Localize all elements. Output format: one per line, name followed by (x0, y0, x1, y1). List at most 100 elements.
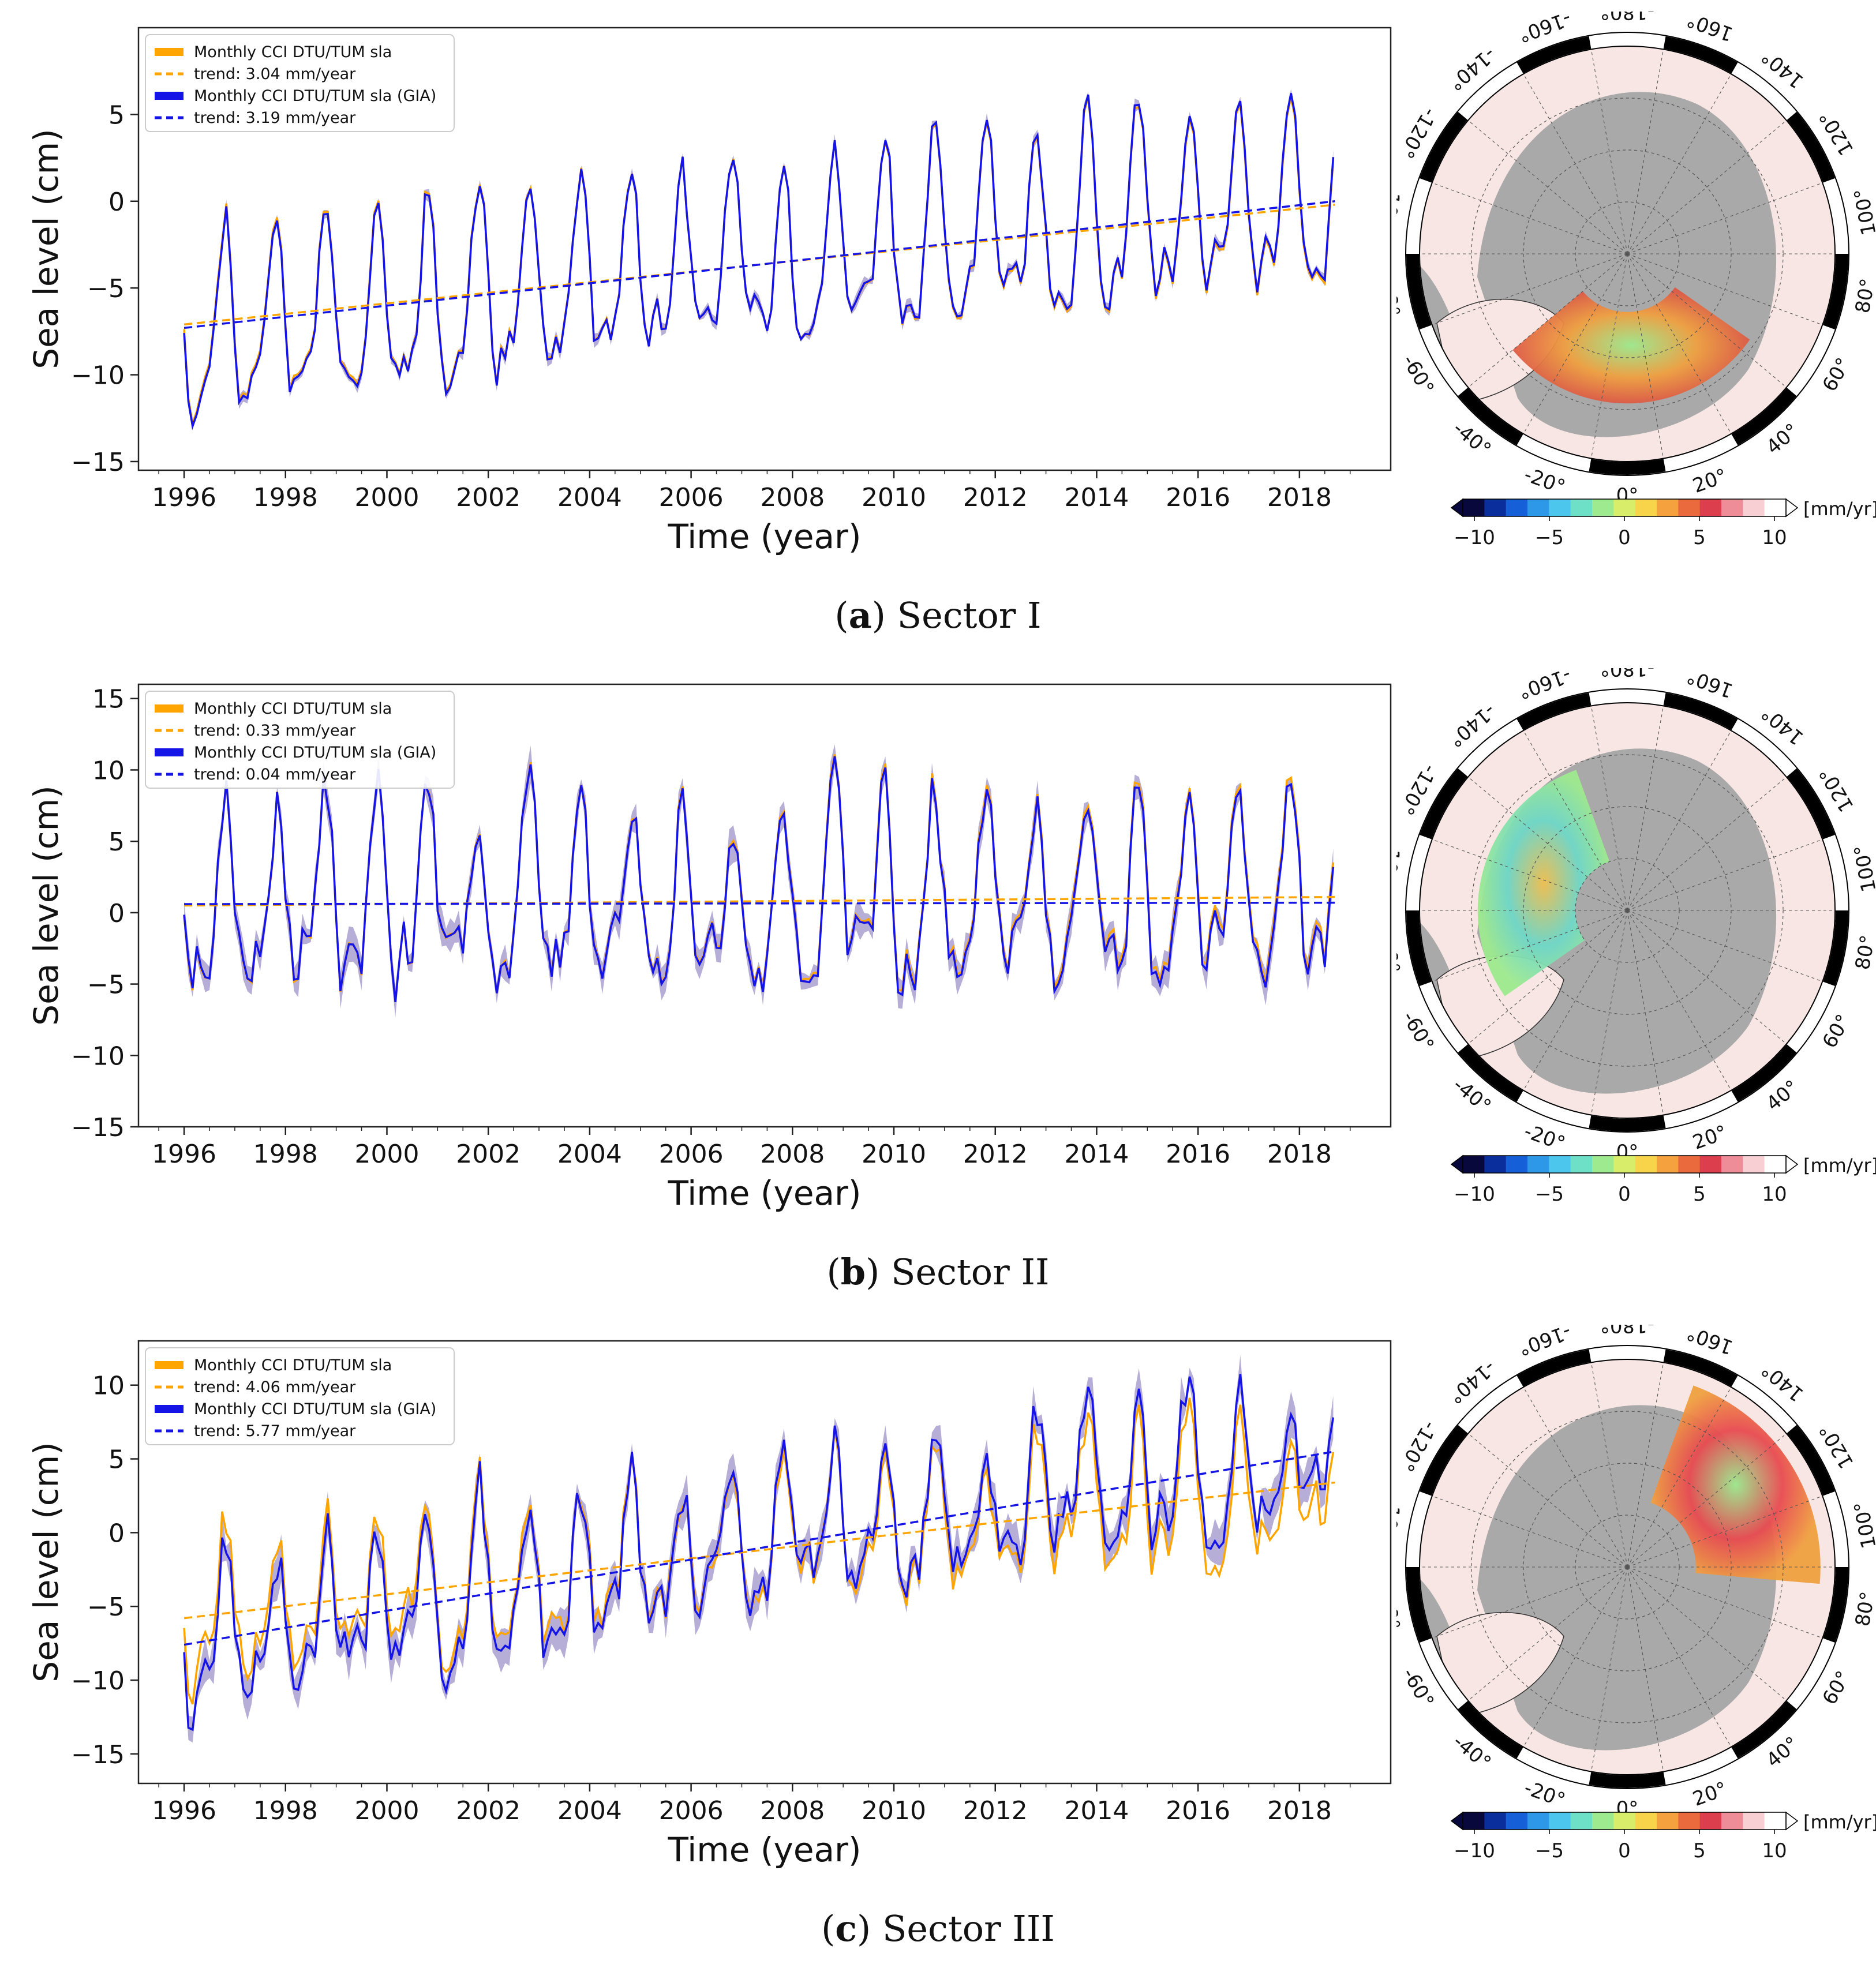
longitude-label: 60° (1818, 1010, 1855, 1052)
x-tick-label: 1998 (253, 1796, 318, 1826)
longitude-label: -180° (1600, 1325, 1654, 1337)
legend-label: Monthly CCI DTU/TUM sla (GIA) (194, 744, 436, 762)
colorbar-cell (1506, 1812, 1528, 1830)
colorbar-cell (1721, 499, 1743, 516)
y-tick-label: 5 (108, 100, 125, 130)
colorbar-cell (1570, 1156, 1593, 1173)
frame-segment (1663, 1349, 1738, 1387)
x-tick-label: 2016 (1166, 1140, 1230, 1169)
trend-line-sla-gia (184, 200, 1335, 329)
legend-label: Monthly CCI DTU/TUM sla (194, 43, 392, 61)
longitude-label: 60° (1818, 1667, 1855, 1708)
polar-map-c: -160° -180°-140°-120°-100°-80°-60°-40°-20… (1396, 1325, 1876, 1862)
x-tick-label: 2006 (659, 1796, 724, 1826)
x-tick-label: 1998 (253, 483, 318, 512)
colorbar-unit: [mm/yr] (1803, 1811, 1876, 1833)
frame-segment (1406, 910, 1432, 986)
colorbar-cell (1743, 499, 1765, 516)
frame-segment (1516, 36, 1592, 74)
colorbar-cell (1657, 1812, 1679, 1830)
x-tick-label: 2012 (963, 1796, 1028, 1826)
y-tick-label: −10 (71, 361, 125, 391)
y-tick-label: −10 (71, 1041, 125, 1071)
frame-outer (1405, 32, 1849, 476)
colorbar-tick-label: −10 (1454, 526, 1495, 549)
longitude-label: 20° (1690, 1778, 1730, 1811)
longitude-label: -80° (1396, 273, 1404, 318)
colorbar-cell (1699, 1156, 1722, 1173)
longitude-label: -20° (1521, 1120, 1568, 1156)
longitude-line (1523, 73, 1628, 254)
legend-label: Monthly CCI DTU/TUM sla (194, 700, 392, 718)
longitude-label: 160° (1684, 668, 1736, 702)
colorbar-extend-low (1450, 1155, 1463, 1174)
legend-label: Monthly CCI DTU/TUM sla (194, 1356, 392, 1374)
frame-segment (1663, 692, 1738, 730)
trend-line-sla-gia (184, 901, 1335, 905)
frame-segment (1589, 459, 1666, 475)
legend-label: Monthly CCI DTU/TUM sla (GIA) (194, 1400, 436, 1418)
frame-inner (1419, 1359, 1836, 1775)
sector-region (1512, 287, 1750, 404)
colorbar-cell (1613, 1812, 1636, 1830)
y-tick-label: 10 (92, 756, 125, 785)
y-axis-label: Sea level (cm) (27, 785, 66, 1025)
longitude-line (1627, 253, 1732, 434)
sector-region (1477, 770, 1610, 996)
longitude-label: -100° (1396, 839, 1405, 897)
colorbar-cell (1549, 1812, 1571, 1830)
longitude-label: 80° (1851, 934, 1876, 972)
x-tick-label: 2016 (1166, 483, 1230, 512)
legend-box (145, 1347, 455, 1445)
colorbar-cell (1463, 499, 1485, 516)
longitude-label: 20° (1690, 464, 1730, 498)
greenland-land (1436, 955, 1564, 1061)
frame-segment (1823, 910, 1848, 986)
colorbar-cell (1721, 1156, 1743, 1173)
x-axis-label: Time (year) (667, 1830, 861, 1869)
frame-segment (1823, 1566, 1848, 1643)
frame-segment (1823, 253, 1848, 329)
x-tick-label: 2010 (862, 1140, 926, 1169)
colorbar-unit: [mm/yr] (1803, 498, 1876, 520)
greenland-land (1436, 1611, 1564, 1718)
frame-segment (1731, 387, 1797, 445)
legend-label: trend: 4.06 mm/year (194, 1378, 356, 1396)
time-series-chart-a: −15 −10 −5 0 5 1996 1998 2000 2002 2004 2006 2008 20… (27, 27, 1392, 556)
colorbar-tick-label: 5 (1693, 1183, 1706, 1206)
frame-segment (1420, 111, 1468, 183)
longitude-line (1590, 706, 1628, 911)
x-tick-label: 2012 (963, 483, 1028, 512)
colorbar-unit: [mm/yr] (1803, 1155, 1876, 1176)
panel-c: −15 −10 −5 0 5 10 1996 1998 2000 2002 2004 2006 2008… (0, 1313, 1876, 1959)
x-tick-label: 2000 (354, 1140, 419, 1169)
frame-segment (1458, 387, 1523, 445)
colorbar-cell (1635, 499, 1657, 516)
x-tick-label: 2008 (760, 483, 825, 512)
colorbar-cell (1570, 1812, 1593, 1830)
x-tick-label: 2006 (659, 483, 724, 512)
colorbar-cell (1463, 1812, 1485, 1830)
sector-region (1650, 1385, 1821, 1584)
frame-segment (1663, 36, 1738, 74)
colorbar-tick-label: 10 (1762, 1183, 1787, 1206)
series-sla-gia-line (183, 756, 1335, 1003)
longitude-line (1627, 49, 1664, 254)
x-tick-label: 2002 (456, 483, 521, 512)
caption-b: (b) Sector II (826, 1251, 1050, 1293)
x-tick-label: 2018 (1267, 1796, 1332, 1826)
colorbar-cell (1678, 1156, 1701, 1173)
longitude-line (1590, 49, 1628, 254)
y-tick-label: −5 (87, 274, 125, 303)
colorbar-tick-label: −10 (1454, 1183, 1495, 1206)
longitude-label: 160° (1684, 1325, 1736, 1359)
colorbar-cell (1549, 1156, 1571, 1173)
legend-label: trend: 0.33 mm/year (194, 722, 356, 740)
y-axis-label: Sea level (cm) (27, 129, 66, 369)
time-series-chart-c: −15 −10 −5 0 5 10 1996 1998 2000 2002 2004 2006 2008… (27, 1340, 1392, 1869)
longitude-label: -20° (1521, 1776, 1568, 1812)
colorbar-cell (1721, 1812, 1743, 1830)
colorbar-cell (1484, 1812, 1507, 1830)
colorbar-extend-low (1450, 1811, 1463, 1831)
polar-map-a: -160° -180°-140°-120°-100°-80°-60°-40°-20… (1396, 12, 1876, 549)
